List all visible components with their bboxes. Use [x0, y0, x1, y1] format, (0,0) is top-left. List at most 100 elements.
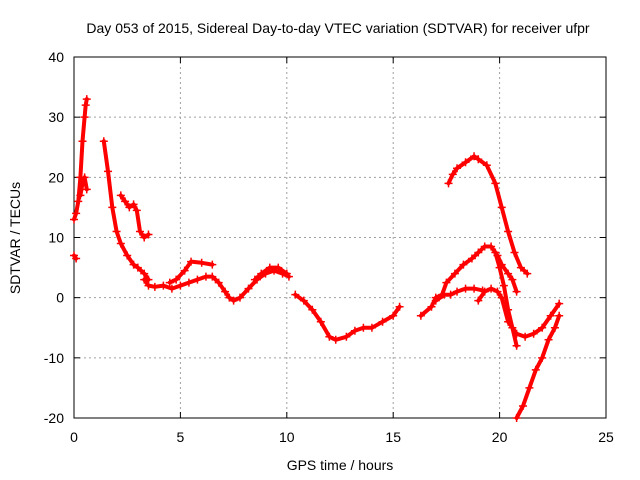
data-point-marker	[197, 258, 206, 267]
series-6	[165, 257, 217, 287]
data-point-marker	[512, 341, 521, 350]
data-point-marker	[133, 263, 142, 272]
series-8	[291, 290, 404, 344]
series-5	[116, 191, 153, 242]
data-point-marker	[129, 260, 138, 269]
data-point-marker	[480, 287, 489, 296]
data-point-marker	[442, 278, 451, 287]
data-point-marker	[491, 248, 500, 257]
data-point-marker	[427, 302, 436, 311]
x-tick-label: 20	[492, 429, 508, 445]
data-point-marker	[474, 248, 483, 257]
data-point-marker	[521, 332, 530, 341]
data-point-marker	[291, 290, 300, 299]
data-point-marker	[76, 191, 85, 200]
grid-lines	[74, 57, 606, 418]
y-tick-label: 40	[48, 49, 64, 65]
series-1	[70, 95, 91, 224]
series-line	[101, 139, 151, 282]
y-tick-label: -20	[44, 410, 64, 426]
data-point-marker	[474, 296, 483, 305]
data-point-marker	[299, 296, 308, 305]
data-point-marker	[555, 311, 564, 320]
data-point-marker	[99, 137, 108, 146]
data-point-marker	[112, 227, 121, 236]
y-tick-label: 20	[48, 169, 64, 185]
data-point-marker	[82, 95, 91, 104]
data-point-marker	[461, 158, 470, 167]
data-point-marker	[504, 305, 513, 314]
data-point-marker	[453, 164, 462, 173]
x-tick-label: 10	[279, 429, 295, 445]
data-point-marker	[491, 179, 500, 188]
data-point-marker	[367, 323, 376, 332]
data-point-marker	[470, 152, 479, 161]
data-point-marker	[499, 281, 508, 290]
data-point-marker	[208, 272, 217, 281]
data-point-marker	[446, 290, 455, 299]
data-point-marker	[132, 206, 141, 215]
data-point-marker	[550, 323, 559, 332]
data-point-marker	[546, 311, 555, 320]
data-point-marker	[450, 269, 459, 278]
data-point-marker	[512, 414, 521, 422]
data-point-marker	[516, 263, 525, 272]
data-point-marker	[482, 161, 491, 170]
data-point-marker	[316, 317, 325, 326]
data-point-marker	[235, 293, 244, 302]
data-point-marker	[431, 296, 440, 305]
data-point-marker	[525, 383, 534, 392]
data-point-marker	[187, 257, 196, 266]
data-point-marker	[214, 278, 223, 287]
data-point-marker	[121, 197, 130, 206]
data-point-marker	[80, 173, 89, 182]
x-tick-label: 5	[177, 429, 185, 445]
series-12	[474, 284, 564, 341]
data-point-marker	[538, 323, 547, 332]
data-point-marker	[159, 281, 168, 290]
data-point-marker	[389, 311, 398, 320]
data-point-marker	[395, 302, 404, 311]
data-point-marker	[487, 242, 496, 251]
data-point-marker	[129, 200, 138, 209]
data-point-marker	[81, 101, 90, 110]
data-point-marker	[104, 167, 113, 176]
data-point-marker	[359, 323, 368, 332]
data-point-marker	[453, 287, 462, 296]
data-point-marker	[108, 203, 117, 212]
data-point-marker	[512, 287, 521, 296]
data-point-marker	[78, 137, 87, 146]
data-point-marker	[70, 215, 78, 224]
data-point-marker	[274, 263, 283, 272]
data-point-marker	[529, 329, 538, 338]
data-point-marker	[342, 332, 351, 341]
data-point-marker	[493, 287, 502, 296]
data-point-marker	[308, 305, 317, 314]
series-14	[512, 311, 564, 422]
data-point-marker	[538, 353, 547, 362]
data-point-marker	[144, 230, 153, 239]
data-point-marker	[140, 233, 149, 242]
series-0	[70, 251, 81, 263]
data-point-marker	[325, 332, 334, 341]
data-point-marker	[74, 197, 83, 206]
x-axis-label: GPS time / hours	[287, 457, 394, 473]
data-point-marker	[497, 203, 506, 212]
data-point-marker	[487, 284, 496, 293]
data-series	[70, 95, 564, 422]
series-line	[446, 154, 530, 276]
data-point-marker	[167, 284, 176, 293]
y-tick-label: 0	[56, 290, 64, 306]
data-point-marker	[78, 179, 87, 188]
data-point-marker	[510, 248, 519, 257]
data-point-marker	[72, 254, 81, 263]
data-point-marker	[82, 185, 91, 194]
axis-ticks	[73, 56, 607, 419]
data-point-marker	[508, 275, 517, 284]
y-tick-labels: -20 -10 0 10 20 30 40	[44, 49, 64, 426]
y-tick-label: -10	[44, 350, 64, 366]
x-tick-labels: 0 5 10 15 20 25	[70, 429, 614, 445]
data-point-marker	[176, 281, 185, 290]
data-point-marker	[250, 275, 259, 284]
